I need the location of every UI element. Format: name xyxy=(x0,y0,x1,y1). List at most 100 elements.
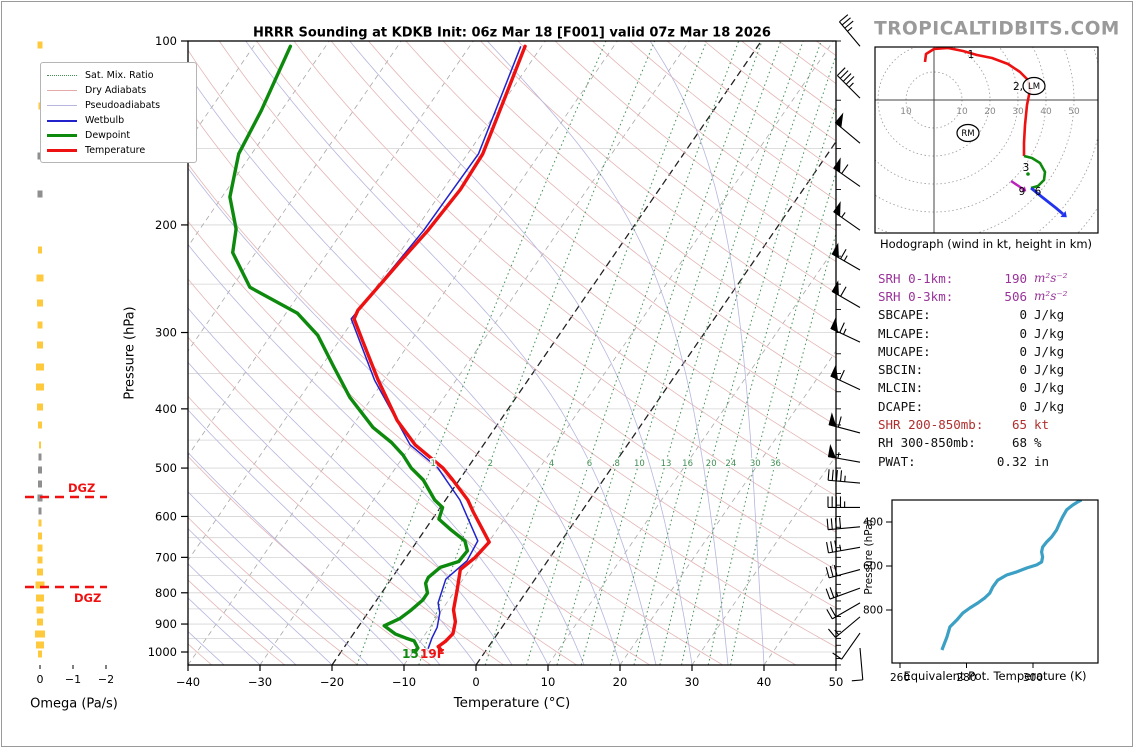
omega-axis-label: Omega (Pa/s) xyxy=(30,696,118,712)
svg-text:1: 1 xyxy=(431,459,436,469)
stat-value: 0 xyxy=(1019,362,1027,378)
svg-text:100: 100 xyxy=(155,34,177,48)
site-watermark: TROPICALTIDBITS.COM xyxy=(874,18,1120,40)
omega-bar xyxy=(38,466,42,474)
temperature-line-sample xyxy=(47,149,77,152)
svg-text:20: 20 xyxy=(706,459,717,469)
dgz-label-lower: DGZ xyxy=(74,591,102,605)
svg-text:−10: −10 xyxy=(392,675,416,689)
chart-title: HRRR Sounding at KDKB Init: 06z Mar 18 [… xyxy=(253,25,771,41)
omega-bar xyxy=(36,641,44,649)
thetae-panel: 400 600 800 260 280 300 xyxy=(863,499,1099,684)
omega-bar xyxy=(38,650,42,658)
stat-label: PWAT: xyxy=(878,453,916,469)
svg-text:36: 36 xyxy=(770,459,781,469)
stat-value: 0 xyxy=(1019,398,1027,414)
svg-text:10: 10 xyxy=(956,107,968,117)
svg-text:30: 30 xyxy=(1012,107,1024,117)
omega-panel: 0 −1 −2 xyxy=(25,41,114,686)
svg-text:−1: −1 xyxy=(65,673,81,686)
omega-bar xyxy=(35,581,45,589)
stat-row-dcape: DCAPE: 0 J/kg xyxy=(878,397,1090,415)
svg-text:30: 30 xyxy=(750,459,761,469)
stat-value: 506 xyxy=(1004,288,1027,304)
stat-row-mlcin: MLCIN: 0 J/kg xyxy=(878,379,1090,397)
omega-bar xyxy=(37,403,43,411)
stat-unit: % xyxy=(1034,435,1042,451)
surface-dewpoint-value: 15 xyxy=(402,647,419,661)
svg-text:13: 13 xyxy=(661,459,672,469)
omega-bar xyxy=(38,532,42,540)
stat-value: 0.32 xyxy=(996,453,1027,469)
svg-text:6: 6 xyxy=(1035,186,1042,198)
stat-unit: J/kg xyxy=(1034,307,1065,323)
hodograph-frame xyxy=(874,46,1099,234)
svg-text:40: 40 xyxy=(1040,107,1052,117)
stat-label: SHR 200-850mb: xyxy=(878,417,984,433)
stat-unit: J/kg xyxy=(1034,362,1065,378)
svg-text:400: 400 xyxy=(155,402,177,416)
pseudoadiabat-line-sample xyxy=(47,105,77,106)
hodograph: 10 10 20 30 40 50 1 369 RM LM 2, xyxy=(874,46,1099,234)
legend-label: Wetbulb xyxy=(85,115,125,126)
omega-bar xyxy=(37,568,43,576)
pressure-axis-label: Pressure (hPa) xyxy=(122,306,138,400)
storm-motion-marker xyxy=(956,123,980,143)
legend-item-pseudoadiabats: Pseudoadiabats xyxy=(47,98,190,113)
temperature-axis-label: Temperature (°C) xyxy=(453,695,571,711)
omega-bar xyxy=(36,363,44,371)
svg-text:800: 800 xyxy=(155,586,177,600)
svg-text:30: 30 xyxy=(685,675,700,689)
storm-motion-marker xyxy=(1022,76,1046,96)
omega-bar xyxy=(37,321,43,329)
stat-unit: in xyxy=(1034,453,1050,469)
omega-bar xyxy=(36,383,44,391)
stat-label: MLCIN: xyxy=(878,380,924,396)
dgz-label-upper: DGZ xyxy=(68,481,96,495)
sounding-traces xyxy=(228,44,527,654)
svg-text:800: 800 xyxy=(863,605,883,617)
stat-value: 68 xyxy=(1011,435,1027,451)
stat-row-mucape: MUCAPE: 0 J/kg xyxy=(878,342,1090,360)
stat-row-mlcape: MLCAPE: 0 J/kg xyxy=(878,324,1090,342)
stat-label: RH 300-850mb: xyxy=(878,435,976,451)
svg-text:0: 0 xyxy=(472,675,479,689)
legend-label: Sat. Mix. Ratio xyxy=(85,70,154,81)
wind-barbs xyxy=(825,14,864,682)
svg-text:10: 10 xyxy=(900,107,912,117)
legend-item-temperature: Temperature xyxy=(47,143,190,158)
omega-bar xyxy=(38,519,42,527)
svg-text:500: 500 xyxy=(155,461,177,475)
legend-label: Pseudoadiabats xyxy=(85,100,161,111)
omega-bar xyxy=(37,556,43,564)
svg-text:700: 700 xyxy=(155,550,177,564)
stat-row-sbcape: SBCAPE: 0 J/kg xyxy=(878,306,1090,324)
svg-text:9: 9 xyxy=(1019,186,1026,198)
hodograph-caption: Hodograph (wind in kt, height in km) xyxy=(879,237,1093,251)
svg-text:2: 2 xyxy=(488,459,493,469)
legend-item-wetbulb: Wetbulb xyxy=(47,113,190,128)
stat-label: SBCAPE: xyxy=(878,307,931,323)
stat-label: SBCIN: xyxy=(878,362,924,378)
stat-row-pwat: PWAT: 0.32 in xyxy=(878,452,1090,470)
svg-text:8: 8 xyxy=(615,459,620,469)
legend-label: Dewpoint xyxy=(85,130,131,141)
skewt-background xyxy=(188,41,836,665)
hodo-trace-3-6km xyxy=(1023,154,1047,190)
svg-text:1: 1 xyxy=(968,49,975,61)
omega-bar xyxy=(37,341,43,349)
legend-item-dewpoint: Dewpoint xyxy=(47,128,190,143)
svg-text:400: 400 xyxy=(863,517,883,529)
omega-bar xyxy=(39,441,41,449)
svg-text:−30: −30 xyxy=(248,675,272,689)
omega-bar xyxy=(36,274,44,282)
omega-bar xyxy=(38,453,42,461)
dewpoint-trace xyxy=(228,44,470,654)
svg-text:0: 0 xyxy=(37,673,44,686)
omega-bar xyxy=(38,246,42,254)
stat-label: MLCAPE: xyxy=(878,325,931,341)
svg-text:300: 300 xyxy=(155,326,177,340)
legend-item-sat-mix-ratio: Sat. Mix. Ratio xyxy=(47,68,190,83)
storm-motion-arrow xyxy=(1010,180,1024,190)
